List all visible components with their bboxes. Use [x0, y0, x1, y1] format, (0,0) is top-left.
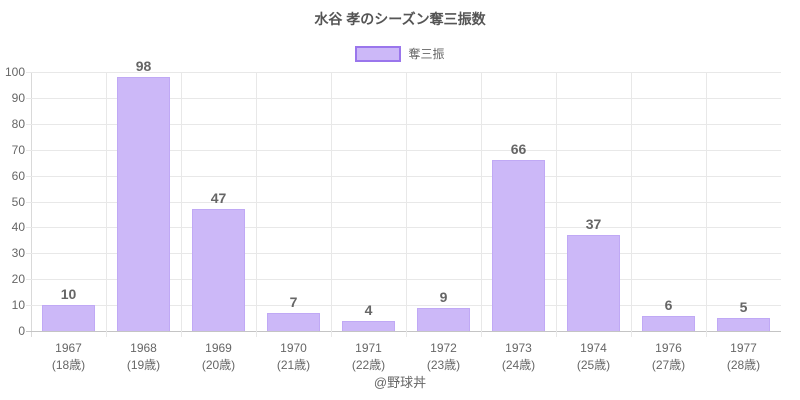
x-tick-year: 1970	[280, 341, 307, 355]
bar-value-label: 9	[439, 288, 448, 305]
bar-value-label: 6	[664, 296, 673, 313]
bar[interactable]	[642, 315, 695, 331]
grid-line-v	[556, 72, 557, 337]
x-tick-year: 1972	[430, 341, 457, 355]
x-tick-age: (24歳)	[501, 358, 536, 372]
y-tick-label: 60	[11, 168, 25, 183]
x-tick-year: 1971	[355, 341, 382, 355]
y-tick-label: 80	[11, 116, 25, 131]
grid-line-v	[181, 72, 182, 337]
grid-line-v	[331, 72, 332, 337]
x-tick-age: (28歳)	[726, 358, 761, 372]
grid-line-h	[26, 279, 781, 281]
bar[interactable]	[267, 312, 320, 331]
bar-value-label: 37	[585, 216, 602, 233]
x-tick-label: 1974 (25歳)	[556, 340, 631, 374]
watermark: @野球丼	[373, 375, 427, 390]
x-tick-age: (18歳)	[51, 358, 86, 372]
grid-line-h	[26, 305, 781, 307]
y-tick-label: 20	[11, 272, 25, 287]
grid-line-h	[26, 227, 781, 229]
bar-value-label: 10	[60, 286, 77, 303]
grid-line-h	[26, 97, 781, 99]
bar[interactable]	[567, 235, 620, 331]
x-tick-label: 1971 (22歳)	[331, 340, 406, 374]
x-tick-label: 1972 (23歳)	[406, 340, 481, 374]
x-axis-line	[26, 331, 781, 332]
x-tick-label: 1968 (19歳)	[106, 340, 181, 374]
x-tick-age: (21歳)	[276, 358, 311, 372]
legend[interactable]: 奪三振	[0, 45, 800, 62]
bar[interactable]	[42, 305, 95, 331]
x-tick-age: (22歳)	[351, 358, 386, 372]
bar-value-label: 4	[364, 301, 373, 318]
x-tick-label: 1977 (28歳)	[706, 340, 781, 374]
x-tick-label: 1969 (20歳)	[181, 340, 256, 374]
bar-value-label: 7	[289, 293, 298, 310]
y-tick-label: 50	[11, 194, 25, 209]
bar[interactable]	[417, 307, 470, 331]
grid-line-v	[256, 72, 257, 337]
y-tick-label: 70	[11, 142, 25, 157]
x-tick-age: (27歳)	[651, 358, 686, 372]
x-tick-age: (23歳)	[426, 358, 461, 372]
grid-line-v	[406, 72, 407, 337]
bar-value-label: 66	[510, 141, 527, 158]
bar-value-label: 98	[135, 58, 152, 75]
y-tick-label: 40	[11, 220, 25, 235]
bar-value-label: 5	[739, 299, 748, 315]
x-tick-label: 1973 (24歳)	[481, 340, 556, 374]
grid-line-h	[26, 149, 781, 151]
grid-line-h	[26, 123, 781, 125]
x-tick-year: 1969	[205, 341, 232, 355]
grid-line-v	[706, 72, 707, 337]
y-axis-line	[31, 72, 32, 337]
x-tick-year: 1973	[505, 341, 532, 355]
grid-line-v	[631, 72, 632, 337]
grid-line-v	[481, 72, 482, 337]
grid-line-h	[26, 253, 781, 255]
bar-value-label: 47	[210, 190, 227, 207]
x-tick-age: (19歳)	[126, 358, 161, 372]
plot-area: 10 98 47 7 4 9 66 37 6 5	[26, 58, 781, 337]
y-tick-label: 30	[11, 246, 25, 261]
grid-line-v	[106, 72, 107, 337]
x-tick-age: (20歳)	[201, 358, 236, 372]
grid-line-h	[26, 201, 781, 203]
x-tick-label: 1970 (21歳)	[256, 340, 331, 374]
bar[interactable]	[192, 209, 245, 331]
legend-label: 奪三振	[408, 47, 445, 61]
x-tick-age: (25歳)	[576, 358, 611, 372]
y-tick-label: 0	[18, 324, 25, 338]
legend-swatch-icon	[355, 45, 402, 62]
x-tick-year: 1976	[655, 341, 682, 355]
chart-title: 水谷 孝のシーズン奪三振数	[314, 11, 486, 27]
bar[interactable]	[717, 318, 770, 331]
bar[interactable]	[117, 77, 170, 331]
grid-line-h	[26, 72, 781, 73]
x-tick-year: 1968	[130, 341, 157, 355]
y-tick-label: 10	[11, 298, 25, 313]
grid-line-h	[26, 175, 781, 177]
x-tick-label: 1967 (18歳)	[31, 340, 106, 374]
x-tick-year: 1977	[730, 341, 757, 355]
bar[interactable]	[492, 160, 545, 331]
bar[interactable]	[342, 320, 395, 331]
x-tick-year: 1974	[580, 341, 607, 355]
x-tick-year: 1967	[55, 341, 82, 355]
x-tick-label: 1976 (27歳)	[631, 340, 706, 374]
y-tick-label: 100	[4, 65, 25, 79]
y-tick-label: 90	[11, 90, 25, 105]
